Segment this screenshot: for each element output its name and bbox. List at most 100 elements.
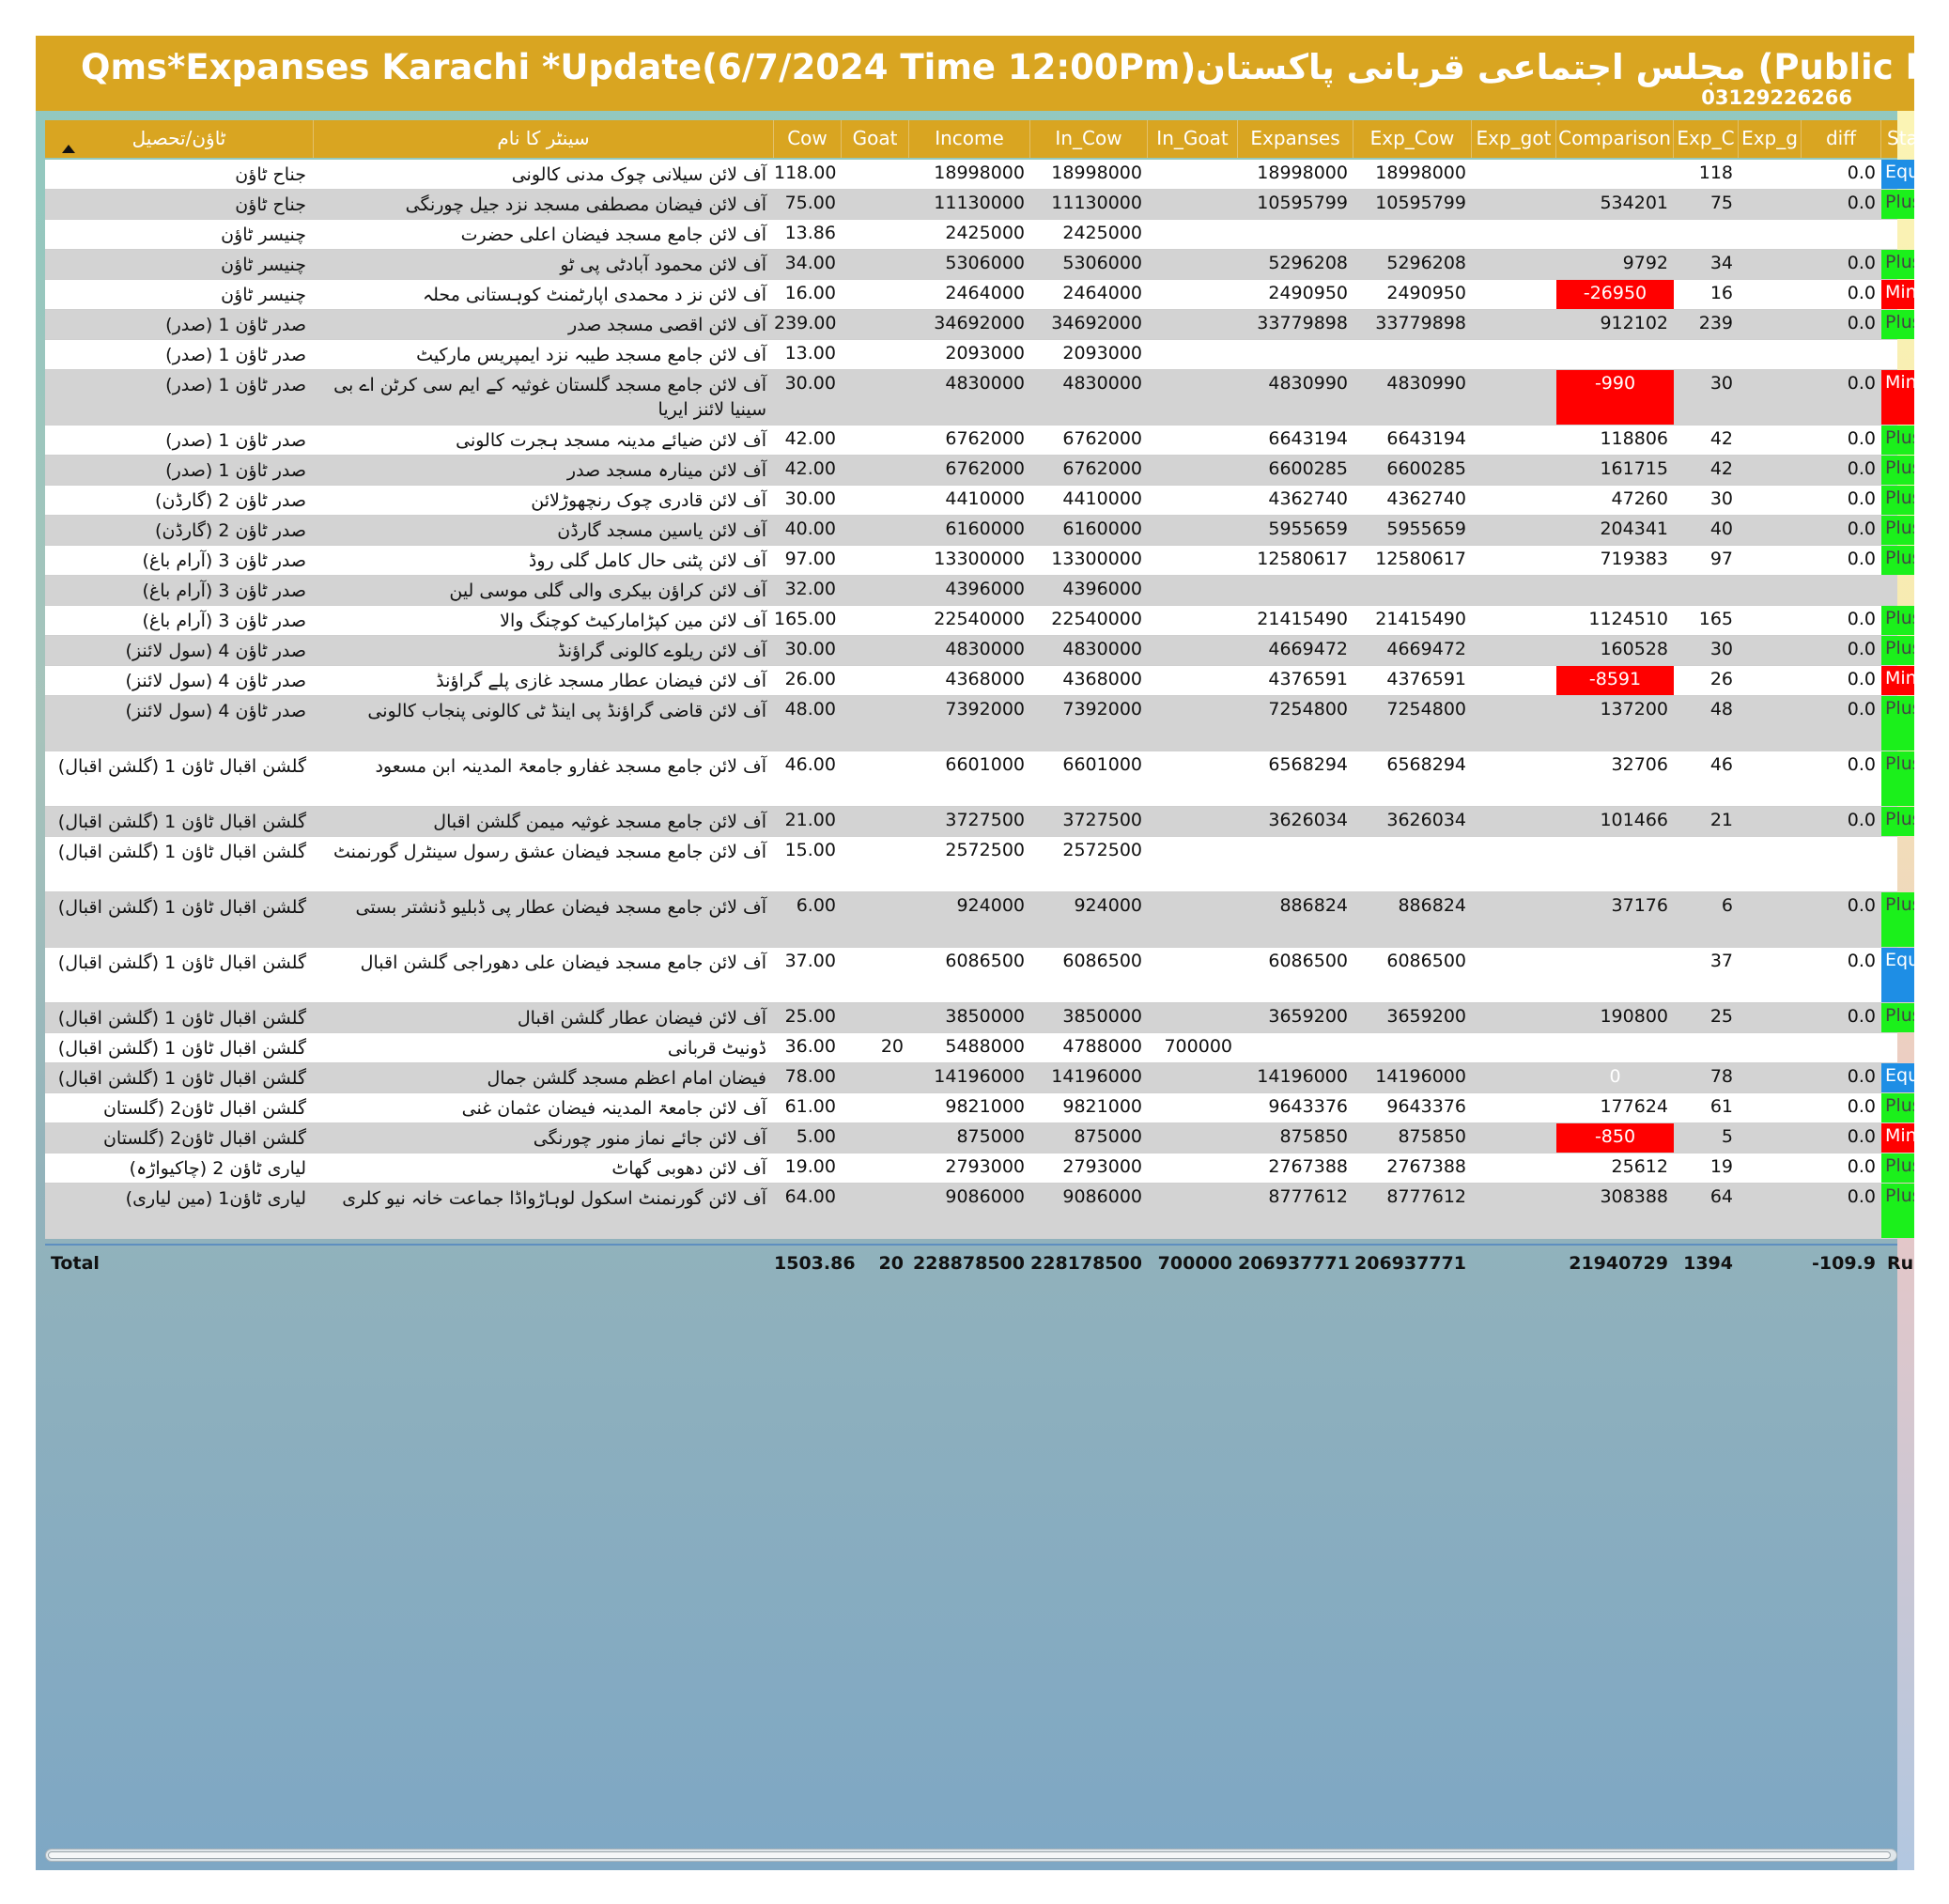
cell-cow[interactable]: 30.00 — [784, 488, 836, 509]
cell-exp-c[interactable]: 46 — [1709, 754, 1733, 775]
cell-in-goat[interactable] — [1148, 1063, 1238, 1092]
cell-comparison[interactable]: 161715 — [1600, 458, 1668, 479]
cell-diff[interactable]: 0.0 — [1847, 163, 1876, 183]
cell-income[interactable]: 6160000 — [945, 519, 1025, 539]
cell-comparison[interactable]: -990 — [1556, 370, 1674, 425]
cell-in-goat[interactable] — [1148, 456, 1238, 485]
status-badge[interactable]: Plus — [1881, 606, 1914, 635]
cell-in-goat[interactable] — [1148, 666, 1238, 695]
cell-goat[interactable] — [842, 837, 909, 891]
cell-exp-got[interactable] — [1472, 426, 1556, 455]
cell-town[interactable]: گلشن اقبال ٹاؤن 1 (گلشن اقبال) — [57, 1008, 306, 1029]
cell-town[interactable]: گلشن اقبال ٹاؤن 1 (گلشن اقبال) — [57, 1038, 306, 1059]
cell-cow[interactable]: 40.00 — [784, 519, 836, 539]
cell-comparison[interactable]: 190800 — [1600, 1006, 1668, 1027]
cell-comparison[interactable]: 137200 — [1600, 699, 1668, 720]
cell-goat[interactable] — [842, 370, 909, 425]
cell-exp-g[interactable] — [1739, 1184, 1802, 1238]
column-header-goat[interactable]: Goat — [842, 120, 909, 158]
cell-expanses[interactable]: 4376591 — [1268, 669, 1348, 689]
cell-in-goat[interactable] — [1148, 546, 1238, 575]
cell-expanses[interactable]: 4669472 — [1268, 639, 1348, 659]
cell-comparison[interactable] — [1556, 220, 1674, 249]
cell-in-cow[interactable]: 4368000 — [1062, 669, 1142, 689]
cell-income[interactable]: 6086500 — [945, 951, 1025, 971]
cell-diff[interactable]: 0.0 — [1847, 1006, 1876, 1027]
cell-exp-got[interactable] — [1472, 456, 1556, 485]
cell-expanses[interactable] — [1238, 576, 1353, 605]
cell-expanses[interactable]: 3659200 — [1268, 1006, 1348, 1027]
cell-diff[interactable]: 0.0 — [1847, 1126, 1876, 1147]
table-row[interactable]: صدر ٹاؤن 3 (آرام باغ) آف لائن مین کپڑامار… — [45, 606, 1914, 636]
cell-exp-c[interactable]: 6 — [1721, 895, 1733, 916]
cell-exp-c[interactable]: 75 — [1709, 193, 1733, 213]
table-row[interactable]: گلشن اقبال ٹاؤن 1 (گلشن اقبال) آف لائن جا… — [45, 807, 1914, 837]
cell-income[interactable]: 3727500 — [945, 810, 1025, 830]
cell-exp-got[interactable] — [1472, 1184, 1556, 1238]
cell-exp-got[interactable] — [1472, 220, 1556, 249]
cell-in-cow[interactable]: 22540000 — [1051, 609, 1142, 629]
cell-expanses[interactable]: 6568294 — [1268, 754, 1348, 775]
cell-exp-c[interactable]: 239 — [1698, 313, 1733, 333]
cell-exp-cow[interactable]: 14196000 — [1375, 1066, 1466, 1087]
cell-center[interactable]: آف لائن پٹنی حال کامل گلی روڈ — [528, 550, 766, 571]
cell-exp-g[interactable] — [1739, 1153, 1802, 1183]
cell-income[interactable]: 6762000 — [945, 428, 1025, 449]
table-row[interactable]: چنیسر ٹاؤن آف لائن جامع مسجد فیضان اعلی ح… — [45, 220, 1897, 250]
cell-status[interactable] — [1881, 340, 1914, 369]
cell-expanses[interactable] — [1238, 340, 1353, 369]
cell-expanses[interactable]: 886824 — [1279, 895, 1348, 916]
cell-goat[interactable] — [842, 1093, 909, 1122]
cell-in-goat[interactable] — [1148, 1123, 1238, 1153]
cell-exp-got[interactable] — [1472, 340, 1556, 369]
cell-exp-c[interactable]: 37 — [1709, 951, 1733, 971]
status-badge[interactable]: Minus — [1881, 666, 1914, 695]
cell-in-cow[interactable]: 924000 — [1074, 895, 1142, 916]
cell-expanses[interactable]: 5955659 — [1268, 519, 1348, 539]
cell-diff[interactable] — [1802, 837, 1881, 891]
cell-comparison[interactable]: 1124510 — [1588, 609, 1668, 629]
cell-diff[interactable]: 0.0 — [1847, 609, 1876, 629]
cell-town[interactable]: صدر ٹاؤن 4 (سول لائنز) — [125, 671, 306, 691]
cell-expanses[interactable]: 6086500 — [1268, 951, 1348, 971]
cell-town[interactable]: گلشن اقبال ٹاؤن 1 (گلشن اقبال) — [57, 952, 306, 973]
cell-goat[interactable] — [842, 220, 909, 249]
cell-center[interactable]: آف لائن اقصی مسجد صدر — [567, 315, 766, 335]
status-badge[interactable]: Plus — [1881, 456, 1914, 485]
cell-expanses[interactable] — [1238, 1033, 1353, 1062]
cell-in-cow[interactable]: 875000 — [1074, 1126, 1142, 1147]
cell-town[interactable]: صدر ٹاؤن 1 (صدر) — [165, 375, 306, 395]
cell-cow[interactable]: 30.00 — [784, 373, 836, 394]
cell-income[interactable]: 13300000 — [934, 549, 1025, 569]
cell-exp-c[interactable]: 42 — [1709, 458, 1733, 479]
cell-exp-c[interactable] — [1674, 1033, 1739, 1062]
sort-ascending-icon[interactable] — [62, 145, 75, 153]
cell-goat[interactable] — [842, 1184, 909, 1238]
cell-expanses[interactable]: 9643376 — [1268, 1096, 1348, 1117]
cell-goat[interactable] — [842, 576, 909, 605]
status-badge[interactable]: Plus — [1881, 426, 1914, 455]
status-badge[interactable]: Plus — [1881, 892, 1914, 947]
cell-status[interactable] — [1881, 837, 1914, 891]
cell-cow[interactable]: 21.00 — [784, 810, 836, 830]
cell-goat[interactable] — [842, 190, 909, 219]
cell-in-cow[interactable]: 6762000 — [1062, 458, 1142, 479]
cell-in-cow[interactable]: 2464000 — [1062, 283, 1142, 303]
cell-exp-got[interactable] — [1472, 250, 1556, 279]
cell-center[interactable]: آف لائن جامع مسجد غفارو جامعۃ المدینہ اب… — [375, 756, 766, 777]
cell-income[interactable]: 4830000 — [945, 639, 1025, 659]
cell-diff[interactable]: 0.0 — [1847, 519, 1876, 539]
status-badge[interactable]: Plus — [1881, 546, 1914, 575]
status-badge[interactable]: Equal — [1881, 160, 1914, 189]
cell-comparison[interactable] — [1556, 576, 1674, 605]
cell-goat[interactable] — [842, 636, 909, 665]
cell-exp-g[interactable] — [1739, 370, 1802, 425]
cell-in-cow[interactable]: 2093000 — [1062, 343, 1142, 364]
cell-center[interactable]: آف لائن مینارہ مسجد صدر — [566, 460, 766, 481]
cell-cow[interactable]: 78.00 — [784, 1066, 836, 1087]
cell-exp-got[interactable] — [1472, 486, 1556, 515]
cell-town[interactable]: چنیسر ٹاؤن — [221, 255, 306, 275]
column-header-expanses[interactable]: Expanses — [1238, 120, 1353, 158]
cell-expanses[interactable] — [1238, 837, 1353, 891]
cell-income[interactable]: 7392000 — [945, 699, 1025, 720]
